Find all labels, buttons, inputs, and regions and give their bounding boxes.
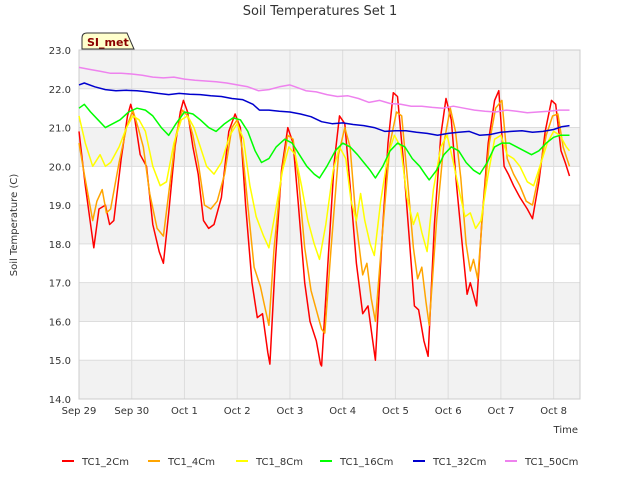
y-tick-label: 15.0 xyxy=(49,356,71,367)
station-badge: SI_met xyxy=(81,32,135,50)
x-tick-label: Oct 8 xyxy=(540,406,567,417)
grid-band xyxy=(79,127,580,167)
x-axis-ticks: Sep 29 Sep 30 Oct 1 Oct 2 Oct 3 Oct 4 Oct 5 Oct… xyxy=(62,406,567,417)
legend: TC1_2Cm TC1_4Cm TC1_8Cm TC1_16Cm TC1_32Cm TC1… xyxy=(62,457,578,468)
legend-label: TC1_8Cm xyxy=(255,457,303,468)
legend-label: TC1_4Cm xyxy=(167,457,215,468)
grid-band xyxy=(79,282,580,322)
y-tick-label: 17.0 xyxy=(49,279,71,290)
y-tick-label: 22.0 xyxy=(49,85,71,96)
series-lines xyxy=(78,66,571,367)
x-axis-label: Time xyxy=(553,425,578,436)
series-line-tc1-50cm xyxy=(78,66,570,114)
y-tick-label: 19.0 xyxy=(49,201,71,212)
series-line-tc1-32cm xyxy=(78,82,570,137)
y-tick-label: 14.0 xyxy=(49,395,71,406)
x-tick-label: Oct 4 xyxy=(329,406,356,417)
y-tick-label: 21.0 xyxy=(49,124,71,135)
x-tick-label: Oct 7 xyxy=(487,406,514,417)
x-tick-label: Oct 6 xyxy=(435,406,462,417)
x-tick-label: Oct 1 xyxy=(171,406,198,417)
y-tick-label: 20.0 xyxy=(49,162,71,173)
y-axis-label: Soil Temperature (C) xyxy=(9,174,20,277)
x-tick-label: Oct 3 xyxy=(277,406,304,417)
legend-label: TC1_50Cm xyxy=(524,457,578,468)
y-tick-label: 23.0 xyxy=(49,46,71,57)
series-line-tc1-4cm xyxy=(78,99,571,334)
plot-area xyxy=(79,50,580,399)
legend-label: TC1_2Cm xyxy=(81,457,129,468)
y-tick-label: 16.0 xyxy=(49,317,71,328)
y-axis-ticks: 14.0 15.0 16.0 17.0 18.0 19.0 20.0 21.0 22.0 23.0 xyxy=(49,46,71,406)
plot-frame xyxy=(78,49,581,400)
legend-label: TC1_16Cm xyxy=(339,457,393,468)
y-tick-label: 18.0 xyxy=(49,240,71,251)
x-tick-label: Oct 5 xyxy=(382,406,409,417)
x-tick-label: Sep 30 xyxy=(114,406,149,417)
grid-band xyxy=(79,50,580,89)
grid-band xyxy=(79,360,580,399)
chart-title: Soil Temperatures Set 1 xyxy=(243,4,398,19)
x-tick-label: Sep 29 xyxy=(62,406,97,417)
legend-label: TC1_32Cm xyxy=(432,457,486,468)
series-line-tc1-16cm xyxy=(78,103,570,181)
x-tick-label: Oct 2 xyxy=(224,406,251,417)
station-label: SI_met xyxy=(87,36,129,49)
